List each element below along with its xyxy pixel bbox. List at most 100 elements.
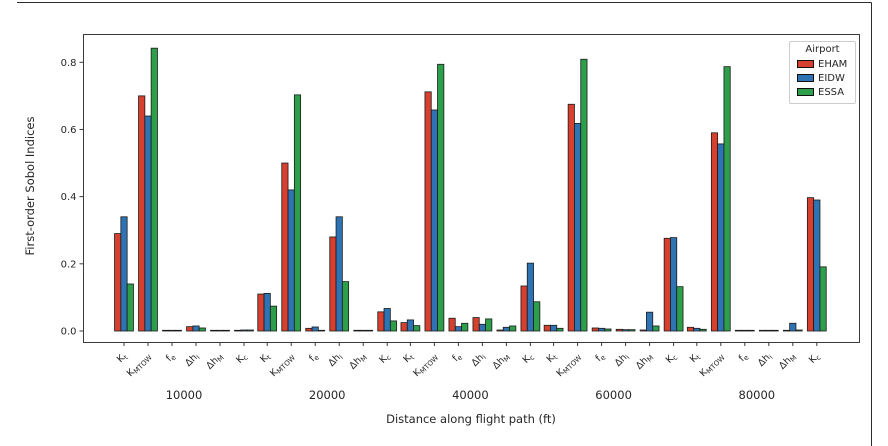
bar-eidw xyxy=(335,216,343,332)
bar-essa xyxy=(317,329,326,332)
y-tick-label: 0.8 xyxy=(61,58,77,69)
param-tick-label: Kt xyxy=(545,351,560,366)
y-tick-label: 0.0 xyxy=(61,327,77,338)
essa-color-swatch-icon xyxy=(797,88,814,96)
bar-essa xyxy=(341,281,350,332)
param-tick-label: Δhi xyxy=(756,351,775,370)
bar-eham xyxy=(782,329,791,332)
x-axis-label: Distance along flight path (ft) xyxy=(386,412,556,426)
bar-essa xyxy=(413,325,421,332)
bar-essa xyxy=(198,327,206,332)
param-tick-label: Kt xyxy=(401,351,416,366)
bar-eidw xyxy=(717,143,725,332)
bar-eidw xyxy=(765,329,773,332)
bar-essa xyxy=(389,320,398,332)
param-tick-label: ΔhM xyxy=(204,351,226,373)
group-label: 60000 xyxy=(595,388,632,402)
bar-eidw xyxy=(263,292,271,332)
legend-label-eidw: EIDW xyxy=(818,72,845,84)
param-tick-label: Kt xyxy=(258,351,273,366)
bar-essa xyxy=(174,329,182,332)
bar-eidw xyxy=(622,329,630,332)
legend-item-essa: ESSA xyxy=(790,85,855,99)
param-tick-label: Kt xyxy=(688,351,703,366)
bar-essa xyxy=(222,329,230,332)
param-tick-label: Δhi xyxy=(326,351,345,370)
bar-essa xyxy=(246,329,254,332)
bar-eidw xyxy=(502,326,510,332)
bar-eidw xyxy=(598,327,606,332)
eham-color-swatch-icon xyxy=(797,60,814,68)
bar-eidw xyxy=(813,199,821,332)
bar-eham xyxy=(257,293,265,332)
param-tick-label: KMTOW xyxy=(698,351,727,380)
bar-eham xyxy=(734,329,743,332)
bar-eidw xyxy=(454,326,462,332)
group-label: 20000 xyxy=(309,388,346,402)
param-tick-label: Kt xyxy=(115,351,130,366)
param-tick-label: ΔhM xyxy=(491,351,513,373)
bar-eidw xyxy=(646,311,654,332)
bar-essa xyxy=(580,58,588,332)
bar-eham xyxy=(710,132,719,332)
bar-essa xyxy=(652,325,660,332)
bar-eham xyxy=(210,329,218,332)
y-tick-label: 0.6 xyxy=(61,125,77,136)
bar-essa xyxy=(699,328,707,332)
param-tick-label: fe xyxy=(594,351,608,365)
param-tick-label: Δhi xyxy=(183,351,202,370)
param-tick-label: KMTOW xyxy=(554,351,583,380)
bar-eham xyxy=(114,233,122,332)
bar-eidw xyxy=(526,262,534,332)
param-tick-label: fe xyxy=(737,351,751,365)
legend-label-essa: ESSA xyxy=(818,86,845,98)
bar-eham xyxy=(567,103,575,332)
bar-essa xyxy=(293,94,302,332)
bar-essa xyxy=(676,286,684,332)
bar-eidw xyxy=(406,319,414,332)
param-tick-label: ΔhM xyxy=(634,351,656,373)
bar-eidw xyxy=(574,123,582,332)
bar-eham xyxy=(424,91,432,332)
legend-item-eidw: EIDW xyxy=(790,71,855,85)
bar-eham xyxy=(329,236,337,332)
bar-eham xyxy=(591,327,599,332)
param-tick-label: Kc xyxy=(377,351,393,367)
bar-eham xyxy=(520,285,528,332)
bar-essa xyxy=(509,325,517,332)
param-tick-label: Δhi xyxy=(470,351,489,370)
legend-item-eham: EHAM xyxy=(790,57,855,71)
bar-essa xyxy=(556,327,564,332)
bar-essa xyxy=(485,318,493,332)
param-tick-label: Δhi xyxy=(613,351,632,370)
bar-eham xyxy=(162,329,170,332)
bar-eham xyxy=(138,95,146,332)
bar-eidw xyxy=(287,189,295,332)
bar-essa xyxy=(771,329,779,332)
bar-eidw xyxy=(168,329,176,332)
bar-eidw xyxy=(789,322,797,332)
param-tick-label: Kc xyxy=(234,351,250,367)
bar-essa xyxy=(723,66,731,332)
bar-eidw xyxy=(478,323,486,332)
bar-eidw xyxy=(311,326,319,332)
bar-essa xyxy=(628,329,636,332)
bar-eham xyxy=(543,324,551,332)
y-tick-label: 0.2 xyxy=(61,259,77,270)
bar-eidw xyxy=(359,329,367,332)
param-tick-label: Kc xyxy=(664,351,680,367)
param-tick-label: KMTOW xyxy=(125,351,154,380)
bar-essa xyxy=(747,329,755,332)
bar-eidw xyxy=(120,216,128,332)
bar-essa xyxy=(437,63,445,332)
bar-eidw xyxy=(383,308,391,332)
bar-essa xyxy=(819,266,827,332)
bar-eham xyxy=(496,329,504,332)
legend: Airport EHAM EIDW ESSA xyxy=(789,41,856,104)
bar-eham xyxy=(686,326,695,332)
plot-border xyxy=(83,34,860,343)
param-tick-label: KMTOW xyxy=(411,351,440,380)
group-label: 10000 xyxy=(166,388,203,402)
bar-eham xyxy=(448,317,456,332)
